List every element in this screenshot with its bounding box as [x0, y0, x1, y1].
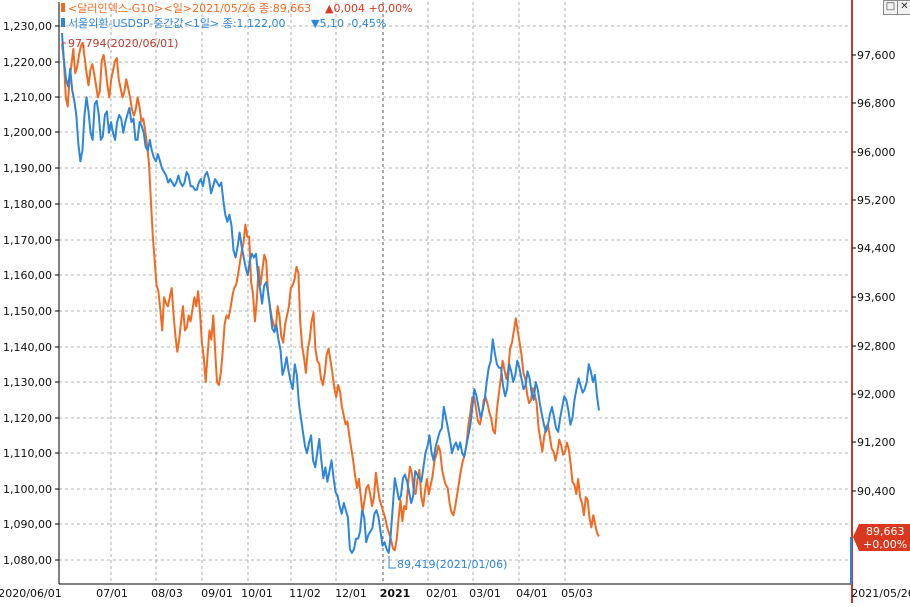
x-axis-tick-label: 03/01	[469, 587, 501, 600]
grid	[59, 2, 852, 584]
x-axis-tick-label: 05/03	[561, 587, 593, 600]
left-axis-tick-label: 1,100,00	[3, 483, 52, 496]
min-annotation: 89,419(2021/01/06)	[397, 558, 507, 571]
left-axis-tick-label: 1,180,00	[3, 198, 52, 211]
x-axis-tick-label: 04/01	[516, 587, 548, 600]
maximize-button[interactable]: □	[883, 0, 898, 15]
x-axis-tick-label: 08/03	[151, 587, 183, 600]
left-axis-tick-label: 1,110,00	[3, 447, 52, 460]
legend-usd-krw: 서울외환-USDSP-중간값<1일> 종:1,122,00	[68, 16, 286, 30]
x-axis-tick-label: 2020/06/01	[0, 587, 62, 600]
last-value-box	[853, 524, 910, 551]
legend-marker-usd-krw	[61, 18, 65, 27]
right-axis-tick-label: 97,600	[857, 49, 896, 62]
legend-marker-dollar-index	[61, 3, 65, 12]
left-axis-tick-label: 1,190,00	[3, 162, 52, 175]
x-axis-tick-label: 09/01	[201, 587, 233, 600]
left-axis-tick-label: 1,080,00	[3, 554, 52, 567]
right-axis-tick-label: 95,200	[857, 194, 896, 207]
left-axis-tick-label: 1,120,00	[3, 412, 52, 425]
right-axis-tick-label: 91,200	[857, 436, 896, 449]
left-axis-tick-label: 1,160,00	[3, 269, 52, 282]
x-axis-tick-label: 02/01	[426, 587, 458, 600]
x-axis-tick-label: 2021/05/26	[851, 587, 910, 600]
last-value-change: +0,00%	[863, 538, 907, 551]
left-axis-tick-label: 1,210,00	[3, 91, 52, 104]
legend-dollar-index: <달러인덱스-G10><일>2021/05/26 종:89,663	[68, 1, 311, 15]
x-axis-tick-label: 10/01	[241, 587, 273, 600]
right-axis-tick-label: 93,600	[857, 291, 896, 304]
usd-krw-line[interactable]	[61, 33, 600, 554]
last-value: 89,663	[866, 525, 905, 538]
left-axis-tick-label: 1,170,00	[3, 234, 52, 247]
max-annotation: 97,794(2020/06/01)	[68, 37, 178, 50]
left-axis-tick-label: 1,150,00	[3, 305, 52, 318]
min-marker-line	[388, 556, 396, 569]
x-axis-tick-label: 11/02	[289, 587, 321, 600]
right-axis-tick-label: 92,800	[857, 340, 896, 353]
right-axis-tick-label: 96,000	[857, 146, 896, 159]
legend-usd-krw-change: ▼5,10 -0,45%	[311, 17, 386, 30]
right-axis-tick-label: 92,000	[857, 388, 896, 401]
legend-dollar-index-change: ▲0,004 +0,00%	[325, 2, 413, 15]
x-axis-tick-label: 12/01	[335, 587, 367, 600]
right-axis-tick-label: 96,800	[857, 97, 896, 110]
left-axis-tick-label: 1,140,00	[3, 341, 52, 354]
right-axis-tick-label: 90,400	[857, 485, 896, 498]
close-button[interactable]: ✕	[897, 0, 910, 15]
x-axis-tick-label: 07/01	[96, 587, 128, 600]
series-lines[interactable]	[61, 33, 600, 554]
dollar-index-line[interactable]	[61, 41, 600, 552]
x-axis-tick-label: 2021	[380, 587, 411, 600]
right-axis-tick-label: 94,400	[857, 242, 896, 255]
left-axis-tick-label: 1,230,00	[3, 20, 52, 33]
left-axis-tick-label: 1,090,00	[3, 518, 52, 531]
left-axis-tick-label: 1,130,00	[3, 376, 52, 389]
left-axis-tick-label: 1,220,00	[3, 56, 52, 69]
left-axis-tick-label: 1,200,00	[3, 126, 52, 139]
